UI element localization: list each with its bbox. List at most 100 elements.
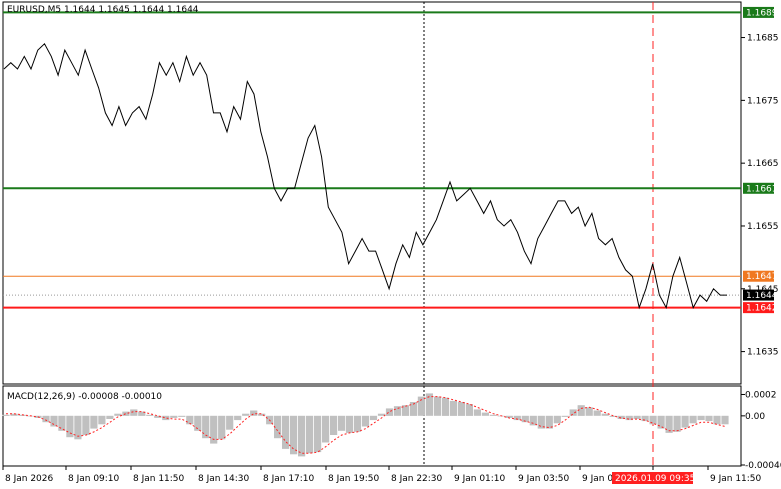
macd-bar — [441, 397, 449, 416]
macd-bar — [178, 415, 186, 417]
macd-bar — [473, 409, 481, 416]
macd-bar — [617, 415, 625, 419]
macd-bar — [82, 415, 90, 435]
xtick-label: 8 Jan 22:30 — [391, 474, 443, 484]
macd-bar — [569, 409, 577, 416]
xtick-label: 9 Jan 03:50 — [518, 474, 570, 484]
macd-bar — [66, 415, 74, 438]
macd-bar — [529, 415, 537, 426]
chart-title: EURUSD,M5 1.1644 1.1645 1.1644 1.1644 — [7, 5, 199, 15]
macd-bar — [385, 408, 394, 416]
macd-bar — [338, 415, 346, 431]
xtick-label: 8 Jan 2026 — [5, 474, 53, 484]
macd-bar — [561, 415, 569, 417]
macd-plot-frame — [2, 385, 742, 467]
marker-time-label: 2026.01.09 09:35 — [615, 474, 695, 484]
macd-bar — [641, 415, 649, 422]
macd-bar — [74, 415, 82, 440]
xtick-label: 8 Jan 17:10 — [263, 474, 315, 484]
level-price-label: 1.1644 — [746, 291, 778, 301]
xtick-label: 8 Jan 09:10 — [68, 474, 120, 484]
macd-bar — [282, 415, 290, 449]
macd-bar — [314, 415, 322, 453]
macd-bar — [194, 415, 202, 431]
macd-bar — [234, 415, 242, 421]
macd-bar — [673, 415, 681, 432]
price-ytick-label: 1.1635 — [747, 348, 779, 358]
macd-bar — [202, 415, 210, 439]
macd-bar — [58, 415, 66, 431]
xtick-label: 9 Jan 01:10 — [454, 474, 506, 484]
price-ytick-label: 1.1645 — [747, 285, 779, 295]
xtick-label: 8 Jan 19:50 — [328, 474, 380, 484]
macd-bar — [274, 415, 282, 439]
macd-bar — [481, 412, 489, 416]
macd-bar — [393, 406, 402, 416]
macd-bar — [417, 396, 425, 416]
macd-bar — [577, 405, 585, 416]
macd-bar — [361, 415, 370, 427]
macd-bar — [2, 414, 10, 416]
macd-bar — [98, 415, 106, 425]
macd-bar — [697, 415, 705, 421]
macd-bar — [290, 415, 298, 455]
macd-bar — [154, 415, 162, 418]
macd-bar — [242, 413, 250, 416]
macd-bar — [409, 402, 418, 416]
macd-bar — [609, 415, 617, 417]
level-price-label: 1.1661 — [746, 184, 778, 194]
price-ytick-label: 1.1655 — [747, 222, 779, 232]
macd-bar — [633, 415, 641, 419]
macd-bar — [138, 411, 146, 416]
macd-bar — [353, 415, 362, 432]
macd-title: MACD(12,26,9) -0.00008 -0.00010 — [7, 392, 162, 402]
macd-bar — [425, 393, 433, 416]
price-ytick-label: 1.1665 — [747, 159, 779, 169]
macd-bar — [553, 415, 561, 424]
macd-bar — [545, 415, 553, 429]
price-ytick-label: 1.1675 — [747, 96, 779, 106]
macd-bar — [689, 415, 697, 424]
macd-bar — [42, 415, 50, 423]
macd-bar — [489, 414, 497, 416]
macd-bar — [226, 415, 234, 430]
macd-bar — [585, 407, 593, 416]
macd-bar — [705, 415, 713, 422]
price-ytick-label: 1.1685 — [747, 34, 779, 44]
xtick-label: 9 Jan 11:50 — [710, 474, 762, 484]
macd-bar — [306, 415, 314, 454]
price-plot-frame — [2, 1, 742, 385]
macd-bar — [170, 415, 178, 418]
level-price-tag — [743, 6, 774, 18]
macd-bar — [114, 413, 122, 416]
level-price-tag — [743, 302, 774, 314]
macd-bar — [401, 405, 410, 416]
macd-bar — [593, 410, 601, 416]
macd-bar — [625, 415, 633, 421]
macd-bar — [369, 415, 378, 421]
macd-bar — [345, 415, 354, 433]
macd-bar — [250, 410, 258, 416]
macd-bar — [657, 415, 665, 429]
macd-bar — [713, 415, 721, 425]
macd-bar — [513, 415, 521, 421]
level-price-label: 1.1642 — [746, 304, 778, 314]
macd-bar — [186, 415, 194, 425]
macd-bar — [537, 415, 545, 429]
macd-signal-line — [6, 396, 726, 454]
level-price-tag — [743, 270, 774, 282]
macd-bar — [721, 415, 729, 425]
macd-bar — [601, 413, 609, 416]
macd-bar — [681, 415, 689, 428]
macd-bar — [449, 400, 457, 416]
macd-bar — [122, 411, 130, 416]
macd-bar — [377, 413, 386, 416]
level-price-tag — [743, 182, 774, 194]
xtick-label: 9 Jan 06 — [582, 474, 619, 484]
macd-bar — [298, 415, 306, 457]
macd-bar — [258, 413, 266, 416]
macd-bar — [130, 409, 138, 416]
macd-bar — [146, 414, 154, 416]
